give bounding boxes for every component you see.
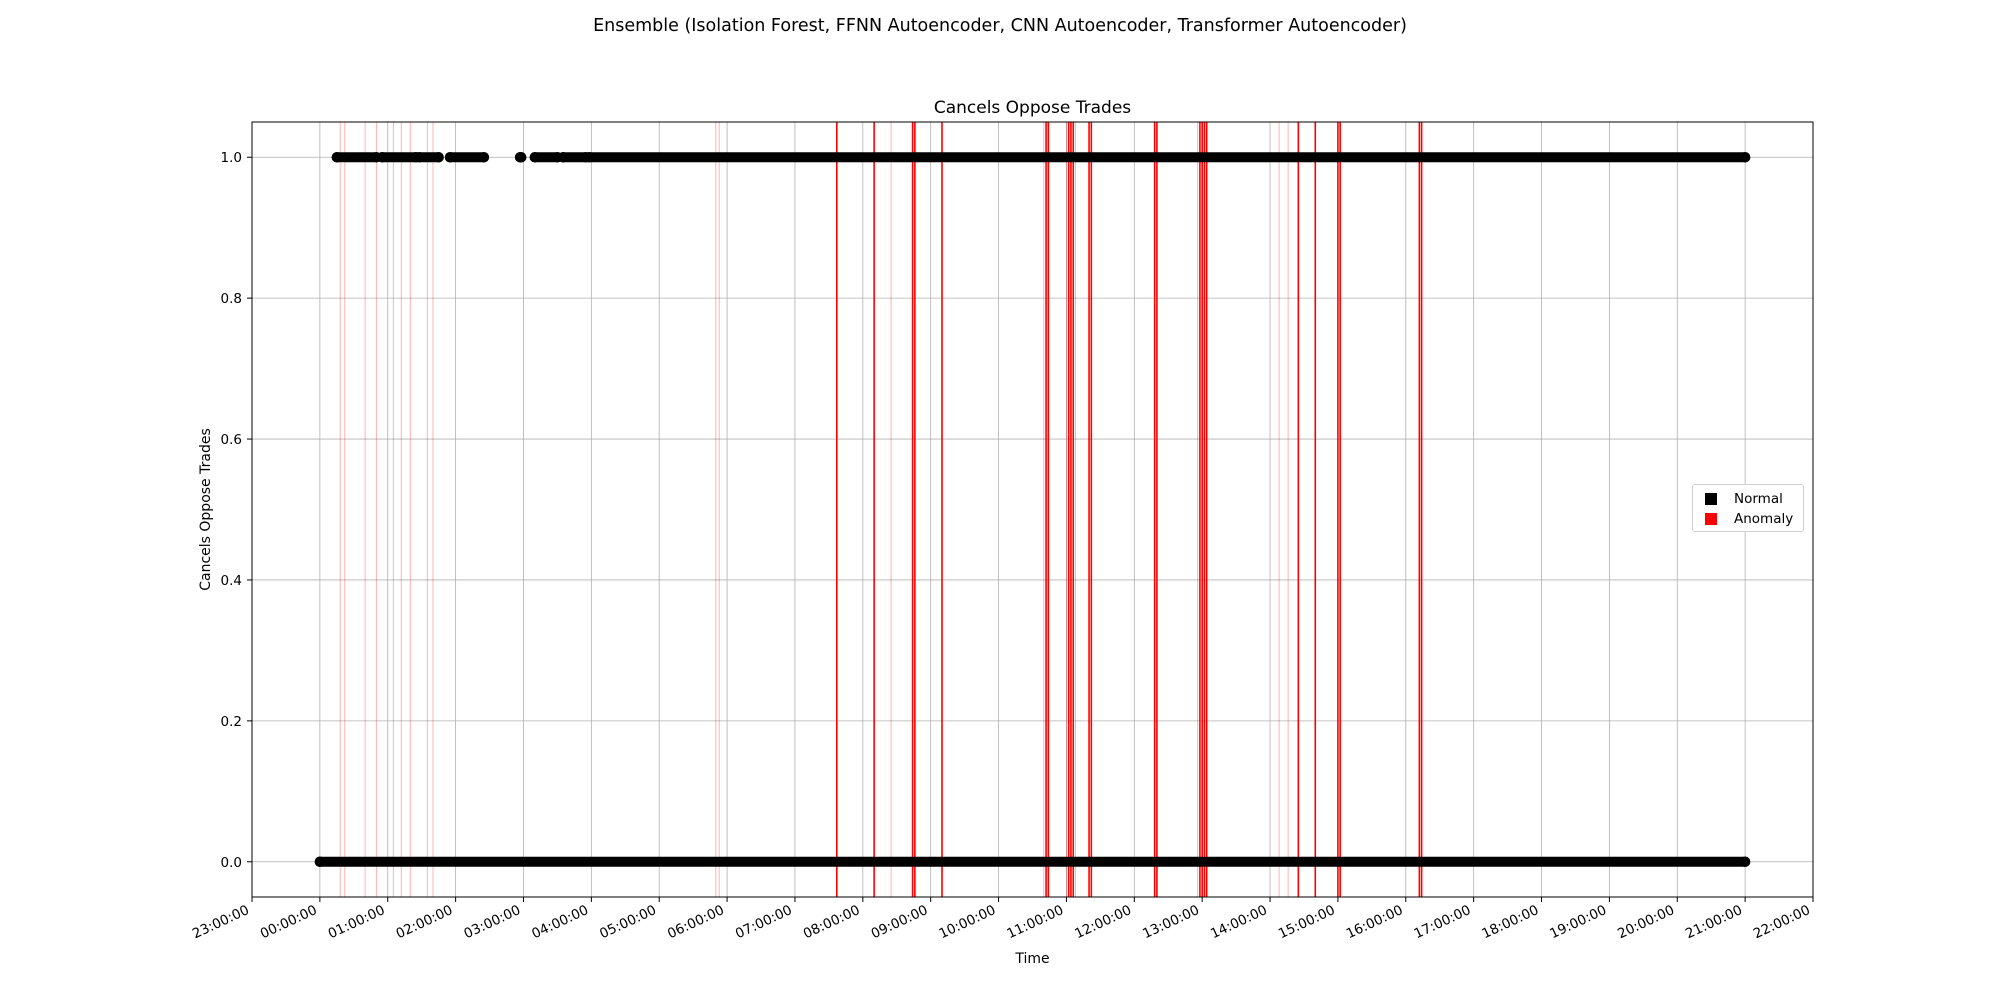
normal-point: [557, 151, 569, 163]
x-tick-label: 01:00:00: [326, 902, 388, 942]
normal-point: [331, 151, 343, 163]
x-tick-label: 11:00:00: [1004, 902, 1066, 942]
x-tick-label: 07:00:00: [733, 902, 795, 942]
x-tick-label: 17:00:00: [1412, 902, 1474, 942]
y-axis-label: Cancels Oppose Trades: [198, 428, 214, 591]
x-tick-label: 12:00:00: [1072, 902, 1134, 942]
legend-item-normal: Normal: [1705, 490, 1783, 508]
legend: Normal Anomaly: [1692, 484, 1804, 532]
normal-point: [376, 151, 388, 163]
x-tick-label: 09:00:00: [869, 902, 931, 942]
anomaly-layer: [339, 122, 1423, 897]
x-tick-label: 06:00:00: [665, 902, 727, 942]
x-tick-label: 22:00:00: [1751, 902, 1813, 942]
plot-frame: [251, 121, 1814, 898]
x-tick-label: 13:00:00: [1140, 902, 1202, 942]
legend-label-normal: Normal: [1734, 491, 1783, 507]
x-tick-label: 14:00:00: [1208, 902, 1270, 942]
x-tick-label: 00:00:00: [258, 902, 320, 942]
x-axis-label: Time: [1014, 951, 1049, 967]
x-tick-label: 05:00:00: [597, 902, 659, 942]
plot-title: Cancels Oppose Trades: [934, 98, 1131, 118]
y-tick-label: 0.8: [221, 291, 242, 307]
x-tick-label: 04:00:00: [529, 902, 591, 942]
normal-point: [1739, 151, 1751, 163]
x-tick-label: 23:00:00: [190, 902, 252, 942]
normal-point: [515, 151, 527, 163]
normal-point: [444, 151, 456, 163]
normal-point: [1739, 856, 1751, 868]
y-tick-label: 0.2: [221, 714, 242, 730]
legend-swatch-anomaly: [1705, 513, 1717, 525]
figure-suptitle: Ensemble (Isolation Forest, FFNN Autoenc…: [593, 16, 1407, 36]
normal-point: [314, 856, 326, 868]
y-tick-label: 0.4: [221, 573, 242, 589]
y-tick-label: 1.0: [221, 150, 242, 166]
normal-point: [478, 151, 490, 163]
x-tick-label: 21:00:00: [1683, 902, 1745, 942]
x-tick-label: 16:00:00: [1344, 902, 1406, 942]
x-tick-label: 19:00:00: [1547, 902, 1609, 942]
x-tick-label: 10:00:00: [937, 902, 999, 942]
x-tick-label: 18:00:00: [1479, 902, 1541, 942]
legend-label-anomaly: Anomaly: [1734, 511, 1794, 527]
x-tick-label: 03:00:00: [461, 902, 523, 942]
x-tick-label: 15:00:00: [1276, 902, 1338, 942]
normal-point: [583, 151, 595, 163]
x-tick-label: 20:00:00: [1615, 902, 1677, 942]
normal-series: [314, 151, 1751, 868]
grid-layer: [251, 122, 1814, 897]
normal-point: [529, 151, 541, 163]
x-tick-label: 08:00:00: [801, 902, 863, 942]
normal-point: [433, 151, 444, 163]
y-tick-label: 0.6: [221, 432, 242, 448]
legend-swatch-normal: [1705, 493, 1717, 505]
y-tick-label: 0.0: [221, 855, 242, 871]
legend-item-anomaly: Anomaly: [1705, 510, 1793, 528]
x-tick-label: 02:00:00: [394, 902, 456, 942]
normal-point: [414, 151, 425, 163]
